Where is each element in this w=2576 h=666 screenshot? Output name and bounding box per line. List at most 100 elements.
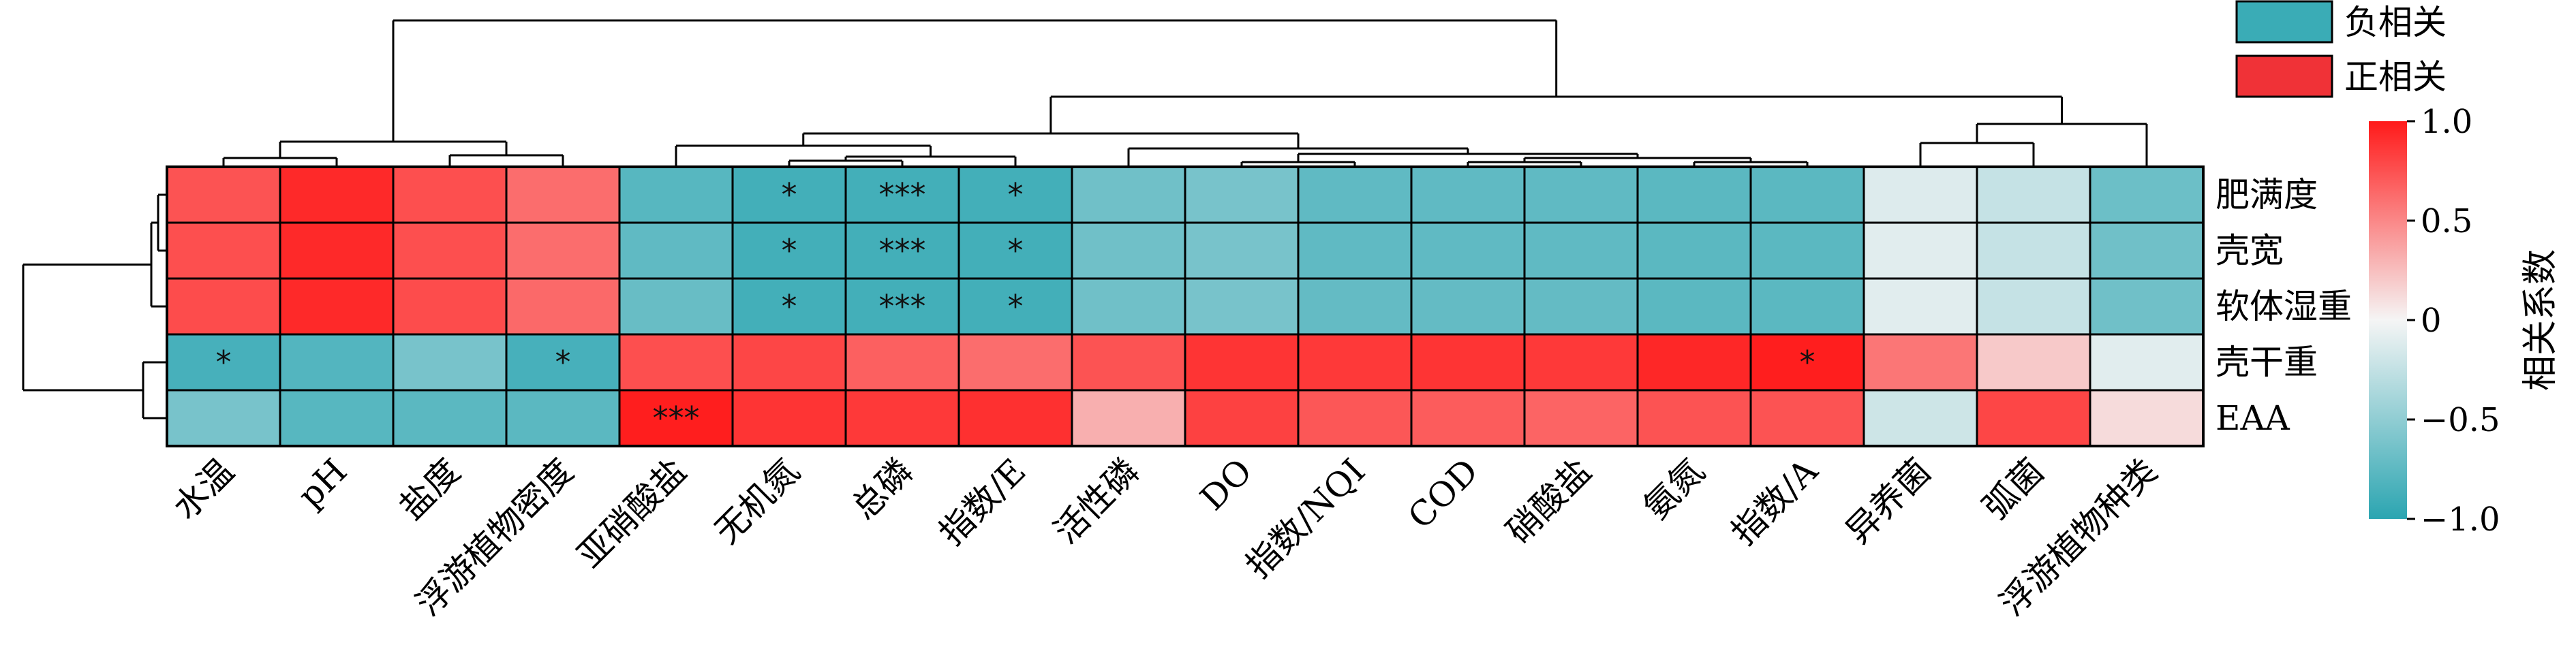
colorbar: 1.0 0.5 0 −0.5 −1.0 相关系数 [2369,103,2561,539]
column-label: 硝酸盐 [1499,451,1599,551]
heatmap-cell-r3-c8 [1071,333,1186,392]
column-label: 氨氮 [1636,451,1713,527]
heatmap-cell-r4-c3 [505,389,621,447]
heatmap-cell-r4-c17 [2089,389,2205,447]
heatmap-cell-r0-c10 [1297,165,1413,224]
heatmap-cell-r3-c5 [731,333,847,392]
heatmap-cell-r4-c7 [957,389,1073,447]
heatmap-cell-r1-c9 [1184,221,1300,280]
heatmap-cell-r4-c15 [1862,389,1978,447]
significance-mark: * [1800,344,1815,381]
heatmap-cell-r2-c9 [1184,277,1300,336]
heatmap-cell-r1-c13 [1636,221,1752,280]
heatmap-cell-r2-c11 [1410,277,1526,336]
heatmap-cell-r4-c9 [1184,389,1300,447]
heatmap-cell-r0-c5 [731,165,847,224]
significance-mark: *** [653,400,700,437]
significance-mark: * [782,176,797,213]
heatmap-cell-r0-c0 [166,165,281,224]
heatmap-cell-r1-c4 [618,221,734,280]
heatmap-cell-r0-c9 [1184,165,1300,224]
column-label: 弧菌 [1976,451,2052,527]
heatmap-cell-r3-c13 [1636,333,1752,392]
heatmap-cell-r2-c15 [1862,277,1978,336]
heatmap-cell-r2-c12 [1523,277,1639,336]
heatmap-cell-r0-c12 [1523,165,1639,224]
heatmap-border [166,165,2205,447]
significance-mark: * [782,288,797,325]
legend-label: 正相关 [2344,57,2447,97]
heatmap-cell-r3-c11 [1410,333,1526,392]
row-dendrogram [22,193,166,419]
heatmap-cell-r4-c1 [279,389,395,447]
heatmap-cell-r0-c3 [505,165,621,224]
heatmap-cell-r4-c5 [731,389,847,447]
colorbar-tick-label: 0 [2421,302,2442,340]
heatmap-cell-r3-c9 [1184,333,1300,392]
heatmap-cell-r1-c11 [1410,221,1526,280]
heatmap-cell-r0-c2 [392,165,508,224]
heatmap-cells: * *** ** *** ** *** ** * **** [166,165,2205,447]
column-label: 指数/E [932,451,1033,552]
heatmap-cell-r3-c0 [166,333,281,392]
heatmap-cell-r3-c6 [844,333,960,392]
legend-swatch [2235,0,2333,44]
row-label: 壳宽 [2215,231,2284,270]
heatmap-cell-r3-c16 [1976,333,2091,392]
heatmap-cell-r1-c1 [279,221,395,280]
column-label: 异养菌 [1838,451,1938,551]
significance-mark: * [1008,288,1024,325]
heatmap-cell-r0-c13 [1636,165,1752,224]
heatmap-cell-r0-c8 [1071,165,1186,224]
heatmap-cell-r1-c16 [1976,221,2091,280]
heatmap-cell-r2-c0 [166,277,281,336]
column-label: pH [290,451,354,515]
column-dendrogram [222,19,2148,165]
legend-swatch [2235,54,2333,98]
significance-mark: * [1008,176,1024,213]
heatmap-cell-r4-c10 [1297,389,1413,447]
heatmap-cell-r2-c13 [1636,277,1752,336]
heatmap-cell-r3-c3 [505,333,621,392]
heatmap-cell-r4-c16 [1976,389,2091,447]
heatmap-cell-r2-c4 [618,277,734,336]
colorbar-gradient [2369,121,2407,519]
significance-mark: * [216,344,232,381]
heatmap-cell-r2-c14 [1749,277,1865,336]
heatmap-cell-r0-c7 [957,165,1073,224]
heatmap-cell-r1-c12 [1523,221,1639,280]
heatmap-cell-r4-c13 [1636,389,1752,447]
significance-mark: *** [879,232,926,269]
heatmap-cell-r1-c14 [1749,221,1865,280]
heatmap-cell-r0-c1 [279,165,395,224]
heatmap-cell-r2-c2 [392,277,508,336]
row-label: 肥满度 [2215,175,2318,215]
heatmap-cell-r0-c14 [1749,165,1865,224]
colorbar-tick-label: −0.5 [2421,401,2500,439]
heatmap-cell-r2-c8 [1071,277,1186,336]
heatmap-cell-r2-c16 [1976,277,2091,336]
heatmap-cell-r1-c2 [392,221,508,280]
heatmap-cell-r0-c4 [618,165,734,224]
heatmap-cell-r1-c5 [731,221,847,280]
significance-mark: * [782,232,797,269]
heatmap-cell-r3-c17 [2089,333,2205,392]
heatmap-cell-r4-c8 [1071,389,1186,447]
heatmap-cell-r3-c12 [1523,333,1639,392]
colorbar-tick-label: −1.0 [2421,501,2500,539]
heatmap-cell-r4-c2 [392,389,508,447]
heatmap-cell-r0-c15 [1862,165,1978,224]
heatmap-cell-r1-c17 [2089,221,2205,280]
heatmap-cell-r3-c4 [618,333,734,392]
column-label: 指数/A [1723,451,1826,553]
heatmap-cell-r2-c7 [957,277,1073,336]
column-label: 水温 [166,451,242,527]
heatmap-cell-r3-c1 [279,333,395,392]
heatmap-cell-r0-c17 [2089,165,2205,224]
heatmap-cell-r1-c6 [844,221,960,280]
heatmap-cell-r3-c7 [957,333,1073,392]
heatmap-cell-r3-c10 [1297,333,1413,392]
